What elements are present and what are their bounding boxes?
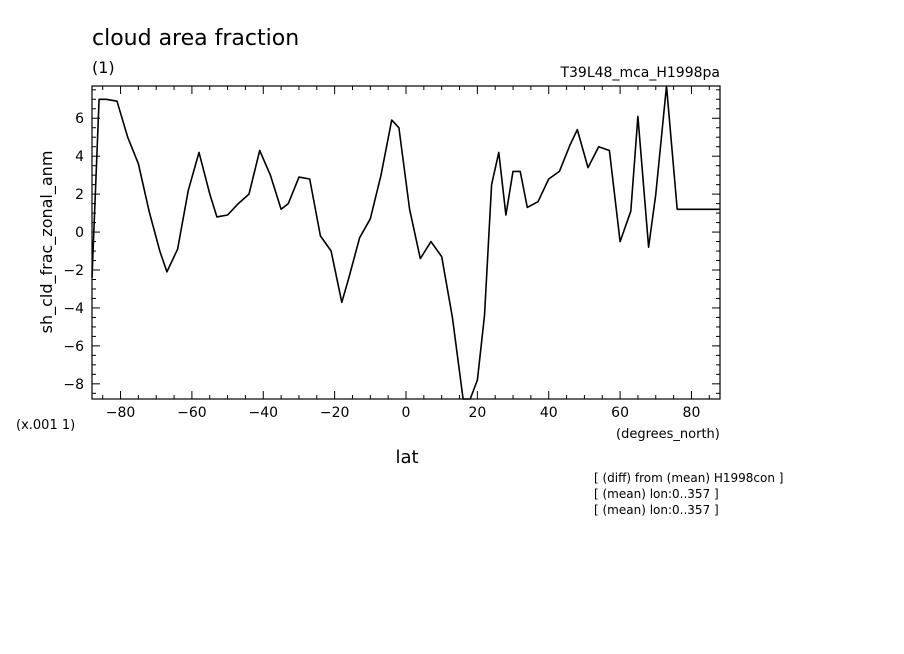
x-tick-label: −60 <box>177 405 207 421</box>
x-axis-label: lat <box>395 447 418 468</box>
chart-subtitle: (1) <box>92 58 115 77</box>
note-line: [ (diff) from (mean) H1998con ] <box>594 471 783 485</box>
experiment-label: T39L48_mca_H1998pa <box>559 65 720 81</box>
note-line: [ (mean) lon:0..357 ] <box>594 487 719 501</box>
y-tick-label: 2 <box>75 187 84 203</box>
y-tick-label: −2 <box>63 263 84 279</box>
y-tick-label: 0 <box>75 225 84 241</box>
x-tick-label: −80 <box>106 405 136 421</box>
x-tick-label: −40 <box>248 405 278 421</box>
x-tick-label: 60 <box>611 405 629 421</box>
y-tick-label: 6 <box>75 111 84 127</box>
y-tick-label: 4 <box>75 149 84 165</box>
note-line: [ (mean) lon:0..357 ] <box>594 503 719 517</box>
x-tick-label: 20 <box>468 405 486 421</box>
x-unit-label: (degrees_north) <box>616 427 720 442</box>
x-tick-label: 40 <box>540 405 558 421</box>
x-tick-label: 0 <box>402 405 411 421</box>
y-tick-label: −8 <box>63 377 84 393</box>
y-tick-label: −6 <box>63 339 84 355</box>
y-scale-note: (x.001 1) <box>16 418 75 433</box>
x-tick-label: 80 <box>683 405 701 421</box>
y-tick-label: −4 <box>63 301 84 317</box>
plot-frame <box>91 85 721 400</box>
x-tick-label: −20 <box>320 405 350 421</box>
series-line <box>91 85 720 400</box>
chart-title: cloud area fraction <box>92 26 299 51</box>
y-axis-label: sh_cld_frac_zonal_anm <box>37 151 57 334</box>
